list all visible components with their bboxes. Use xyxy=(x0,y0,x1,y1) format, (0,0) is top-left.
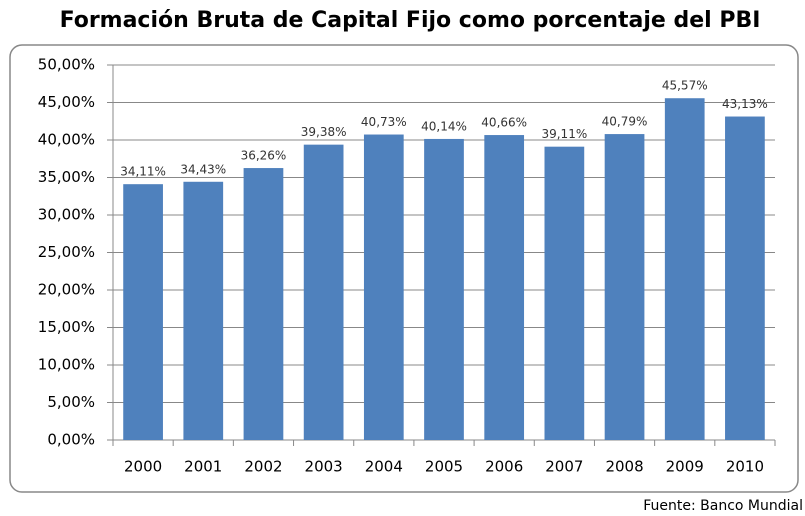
value-label: 45,57% xyxy=(662,79,708,93)
value-label: 40,73% xyxy=(361,115,407,129)
y-tick-label: 20,00% xyxy=(38,281,95,299)
value-label: 34,43% xyxy=(180,162,226,176)
bar xyxy=(363,134,404,440)
x-tick-label: 2002 xyxy=(244,458,282,476)
chart-title: Formación Bruta de Capital Fijo como por… xyxy=(60,8,761,33)
bar xyxy=(664,98,705,440)
bar xyxy=(544,146,585,441)
y-tick-label: 35,00% xyxy=(38,168,95,186)
bar xyxy=(123,184,163,440)
bar xyxy=(725,116,765,441)
x-tick-label: 2004 xyxy=(365,458,403,476)
bar xyxy=(183,181,224,440)
value-label: 40,14% xyxy=(421,119,467,133)
y-tick-label: 30,00% xyxy=(38,206,95,224)
bar xyxy=(424,138,464,440)
x-tick-label: 2001 xyxy=(184,458,222,476)
value-label: 39,11% xyxy=(541,127,587,141)
y-tick-label: 45,00% xyxy=(38,93,95,111)
y-tick-label: 5,00% xyxy=(47,393,95,411)
value-label: 43,13% xyxy=(722,97,768,111)
bar xyxy=(243,168,284,441)
bar xyxy=(303,144,344,440)
x-tick-label: 2006 xyxy=(485,458,523,476)
x-tick-label: 2005 xyxy=(425,458,463,476)
x-tick-label: 2000 xyxy=(124,458,162,476)
y-tick-label: 50,00% xyxy=(38,56,95,74)
y-tick-label: 0,00% xyxy=(47,431,95,449)
value-label: 34,11% xyxy=(120,165,166,179)
x-tick-label: 2009 xyxy=(666,458,704,476)
y-tick-label: 40,00% xyxy=(38,131,95,149)
source: Fuente: Banco Mundial xyxy=(643,498,803,514)
x-tick-label: 2007 xyxy=(545,458,583,476)
bar xyxy=(604,134,645,440)
value-label: 40,66% xyxy=(481,116,527,130)
chart-frame xyxy=(9,44,799,493)
value-label: 36,26% xyxy=(241,149,287,163)
bar xyxy=(484,135,525,441)
x-tick-label: 2010 xyxy=(726,458,764,476)
y-tick-label: 10,00% xyxy=(38,356,95,374)
y-tick-label: 25,00% xyxy=(38,243,95,261)
value-label: 40,79% xyxy=(602,115,648,129)
x-tick-label: 2008 xyxy=(605,458,643,476)
y-tick-label: 15,00% xyxy=(38,318,95,336)
value-label: 39,38% xyxy=(301,125,347,139)
x-tick-label: 2003 xyxy=(305,458,343,476)
